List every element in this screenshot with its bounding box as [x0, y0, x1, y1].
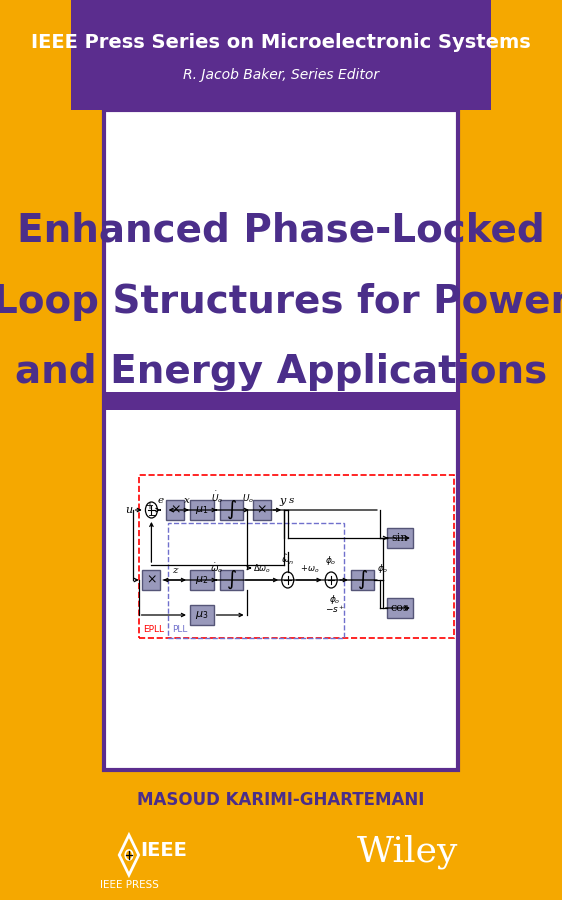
- Text: u: u: [125, 505, 132, 515]
- Text: $\phi_o$: $\phi_o$: [377, 562, 389, 575]
- Text: s: s: [289, 496, 294, 505]
- Text: Enhanced Phase-Locked: Enhanced Phase-Locked: [17, 211, 545, 249]
- Bar: [104, 110, 458, 770]
- Text: IEEE Press Series on Microelectronic Systems: IEEE Press Series on Microelectronic Sys…: [31, 32, 531, 51]
- Text: ×: ×: [256, 503, 267, 517]
- Text: $\mu_1$: $\mu_1$: [195, 504, 209, 516]
- Text: $\int$: $\int$: [226, 499, 237, 521]
- Text: $U_o$: $U_o$: [242, 492, 254, 505]
- Bar: [351, 570, 374, 590]
- Bar: [387, 528, 413, 548]
- Bar: [220, 500, 243, 520]
- Circle shape: [325, 572, 337, 588]
- Text: $\dot{U}_o$: $\dot{U}_o$: [211, 490, 223, 505]
- Text: $\hat{\omega}_n$: $\hat{\omega}_n$: [281, 553, 294, 567]
- Text: ×: ×: [170, 503, 180, 517]
- Text: Wiley: Wiley: [357, 835, 458, 869]
- Text: $\phi_o$: $\phi_o$: [329, 593, 341, 606]
- Text: EPLL: EPLL: [143, 625, 164, 634]
- Text: MASOUD KARIMI-GHARTEMANI: MASOUD KARIMI-GHARTEMANI: [137, 791, 425, 809]
- Bar: [104, 392, 458, 410]
- Text: Loop Structures for Power: Loop Structures for Power: [0, 283, 562, 321]
- Bar: [252, 500, 270, 520]
- Bar: [166, 500, 184, 520]
- Bar: [189, 570, 214, 590]
- Text: $\int$: $\int$: [226, 569, 237, 591]
- Bar: [220, 570, 243, 590]
- Text: R. Jacob Baker, Series Editor: R. Jacob Baker, Series Editor: [183, 68, 379, 82]
- Bar: [189, 500, 214, 520]
- Text: $\mu_3$: $\mu_3$: [195, 609, 209, 621]
- Text: $\mu_2$: $\mu_2$: [195, 574, 209, 586]
- Text: $-s^+$: $-s^+$: [325, 603, 345, 615]
- Circle shape: [146, 502, 157, 518]
- Text: sin: sin: [392, 533, 409, 543]
- Bar: [168, 523, 344, 638]
- Bar: [387, 598, 413, 618]
- Text: ×: ×: [146, 573, 157, 587]
- Text: +: +: [145, 501, 153, 511]
- Text: $\phi_o$: $\phi_o$: [325, 554, 337, 567]
- Text: $\Delta\omega_o$: $\Delta\omega_o$: [253, 562, 271, 575]
- Text: y: y: [279, 496, 285, 506]
- Bar: [142, 570, 160, 590]
- Text: $\int$: $\int$: [357, 569, 368, 591]
- Text: −: −: [148, 510, 157, 520]
- Text: $\dot{\omega}_o$: $\dot{\omega}_o$: [210, 562, 224, 575]
- Text: $+\omega_o$: $+\omega_o$: [300, 563, 319, 575]
- Circle shape: [282, 572, 294, 588]
- Bar: [71, 0, 491, 110]
- Bar: [189, 605, 214, 625]
- Text: e: e: [158, 496, 164, 505]
- Text: z: z: [173, 566, 178, 575]
- Text: cos: cos: [391, 603, 409, 613]
- Text: IEEE PRESS: IEEE PRESS: [99, 880, 158, 890]
- Text: x: x: [184, 496, 190, 505]
- Text: PLL: PLL: [171, 625, 187, 634]
- Bar: [139, 475, 454, 638]
- Text: and Energy Applications: and Energy Applications: [15, 353, 547, 391]
- Text: IEEE: IEEE: [140, 841, 187, 859]
